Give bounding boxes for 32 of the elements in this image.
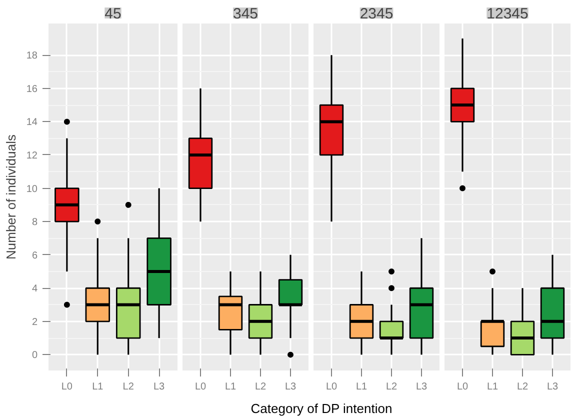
x-tick-label: L2	[122, 382, 134, 392]
y-tick-label: 10	[26, 184, 38, 195]
x-tick-label: L1	[486, 382, 498, 392]
y-tick-label: 6	[32, 250, 38, 262]
x-axis-title: Category of DP intention	[250, 400, 392, 418]
y-tick-label: 4	[32, 284, 38, 295]
x-tick-label: L2	[254, 382, 266, 392]
x-tick-label: L3	[546, 382, 558, 392]
y-tick-label: 2	[32, 316, 38, 328]
y-tick-label: 12	[26, 150, 38, 162]
y-tick-label: 8	[32, 217, 38, 228]
x-tick-label: L3	[154, 382, 166, 392]
chart-title: 345	[232, 6, 258, 22]
x-tick-label: L2	[386, 382, 398, 392]
x-tick-label: L0	[194, 382, 206, 392]
x-tick-label: L0	[456, 382, 468, 392]
x-tick-label: L0	[326, 382, 338, 392]
x-tick-label: L0	[61, 382, 73, 392]
x-tick-label: L1	[224, 382, 236, 392]
x-tick-label: L3	[416, 382, 428, 392]
x-tick-label: L1	[356, 382, 368, 392]
chart-title: 45	[104, 6, 122, 22]
chart-title: 2345	[360, 6, 394, 22]
y-tick-label: 16	[26, 84, 38, 95]
y-tick-label: 18	[26, 50, 38, 62]
chart-title: 12345	[486, 6, 528, 22]
x-tick-label: L2	[516, 382, 528, 392]
y-axis-title: Number of individuals	[3, 134, 18, 260]
y-tick-label: 0	[32, 350, 38, 362]
x-tick-label: L1	[92, 382, 104, 392]
x-tick-label: L3	[284, 382, 296, 392]
y-tick-label: 14	[26, 117, 38, 128]
